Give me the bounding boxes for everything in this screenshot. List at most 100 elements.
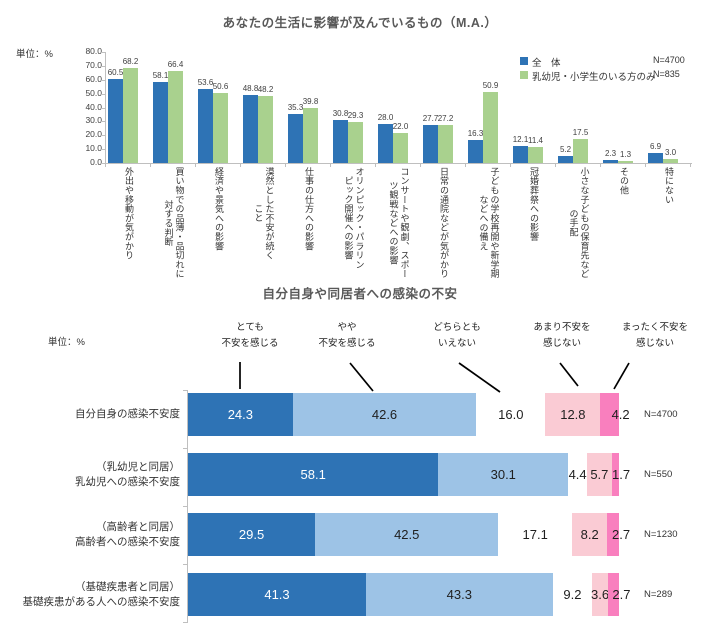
category-label: 仕事の仕方への影響: [286, 167, 331, 251]
legend-label: 全 体: [532, 58, 561, 69]
segment-value-label: 2.7: [612, 587, 631, 602]
stacked-segment: [572, 513, 608, 556]
bar: [333, 120, 348, 163]
category-label-text: 日常の通院などが気がかり: [438, 167, 449, 279]
category-label-text: 仕事の仕方への影響: [303, 167, 314, 251]
stacked-segment: [366, 573, 553, 616]
stacked-y-tick: [183, 390, 187, 391]
bar: [393, 132, 408, 163]
top-chart-title: あなたの生活に影響が及んでいるもの（M.A.）: [222, 16, 498, 30]
stacked-segment: [188, 513, 316, 556]
segment-legend-line: いえない: [437, 338, 476, 349]
y-tick: [101, 121, 105, 123]
bar-value-label: 17.5: [572, 127, 589, 137]
bar: [648, 153, 663, 163]
y-tick: [101, 107, 105, 109]
segment-value-label: 2.7: [612, 527, 631, 542]
bar-value-label: 48.2: [257, 85, 274, 95]
segment-value-label: 8.2: [580, 527, 599, 542]
segment-value-label: 42.6: [371, 407, 398, 422]
stacked-segment: [498, 513, 572, 556]
bar-value-label: 60.5: [107, 68, 124, 78]
bar: [378, 124, 393, 163]
segment-legend-line: とても: [236, 322, 264, 333]
stacked-y-axis-line: [187, 390, 188, 623]
category-label-text: その他: [618, 167, 629, 195]
top-unit-label: 単位：%: [16, 49, 53, 60]
bar-value-label: 53.6: [197, 77, 214, 87]
bar-value-label: 22.0: [392, 121, 409, 131]
n-label: N=1230: [644, 529, 678, 540]
legend-n-label: N=835: [653, 69, 680, 79]
bar-value-label: 6.9: [649, 142, 662, 152]
y-tick-label: 40.0: [85, 101, 102, 112]
segment-value-label: 41.3: [264, 587, 290, 602]
bar: [618, 161, 633, 163]
bar-value-label: 16.3: [467, 129, 484, 139]
row-label-line: （乳幼児と同居）: [96, 460, 180, 473]
stacked-segment: [545, 393, 601, 436]
segment-legend-line: 不安を感じる: [221, 338, 279, 349]
segment-value-label: 4.4: [568, 467, 587, 482]
segment-legend-line: あまり不安を: [533, 322, 591, 333]
bottom-chart-title: 自分自身や同居者への感染の不安: [262, 287, 458, 301]
bar: [603, 159, 618, 163]
y-tick: [101, 79, 105, 81]
category-label-text: 冠婚葬祭への影響: [528, 167, 539, 242]
row-label-line: 基礎疾患がある人への感染不安度: [22, 595, 181, 608]
bar-value-label: 58.1: [152, 71, 169, 81]
x-axis-line: [105, 163, 692, 164]
segment-legend-line: どちらとも: [433, 322, 481, 333]
segment-legend-line: 感じない: [542, 338, 581, 349]
leader-line: [559, 362, 579, 387]
bar: [198, 88, 213, 163]
y-tick: [101, 149, 105, 151]
y-tick: [101, 52, 105, 54]
x-tick: [240, 163, 241, 167]
bar: [438, 125, 453, 163]
row-label: （基礎疾患者と同居） 基礎疾患がある人への感染不安度: [0, 573, 181, 616]
bar-value-label: 30.8: [332, 109, 349, 119]
category-label-text: 外出や移動が気がかり: [123, 167, 134, 260]
category-label-text: 買い物での品薄・品切れに 対する判断: [163, 167, 185, 279]
x-tick: [330, 163, 331, 167]
x-tick: [285, 163, 286, 167]
x-tick: [645, 163, 646, 167]
bar: [303, 107, 318, 163]
row-label-line: 自分自身の感染不安度: [75, 408, 180, 420]
bar: [243, 95, 258, 163]
row-label-line: （基礎疾患者と同居）: [75, 580, 180, 593]
category-label-text: 漠然とした不安が続く こと: [253, 167, 275, 260]
x-tick: [510, 163, 511, 167]
x-tick: [195, 163, 196, 167]
y-tick: [101, 65, 105, 67]
segment-value-label: 24.3: [227, 407, 254, 422]
bar: [483, 92, 498, 163]
x-tick: [600, 163, 601, 167]
y-tick-label: 70.0: [85, 59, 102, 70]
category-label: 漠然とした不安が続く こと: [241, 167, 286, 260]
row-label-line: 乳幼児への感染不安度: [75, 475, 180, 488]
bar: [528, 147, 543, 163]
n-label: N=4700: [644, 409, 678, 420]
segment-value-label: 43.3: [446, 587, 472, 602]
stacked-segment: [188, 573, 366, 616]
bar: [153, 82, 168, 163]
bar: [123, 68, 138, 163]
row-label: （高齢者と同居） 高齢者への感染不安度: [0, 513, 180, 556]
stacked-segment: [592, 573, 608, 616]
segment-legend-label: まったく不安を 感じない: [595, 320, 715, 352]
x-tick: [690, 163, 691, 167]
category-label: その他: [601, 167, 646, 195]
stacked-segment: [568, 453, 588, 496]
category-label: 小さな子どもの保育先など の手配: [556, 167, 601, 279]
segment-value-label: 30.1: [490, 467, 516, 482]
category-label-text: 特にない: [663, 167, 674, 205]
row-label-line: （高齢者と同居）: [96, 520, 180, 533]
category-label: 特にない: [646, 167, 691, 204]
row-label: 自分自身の感染不安度: [0, 393, 180, 436]
bar-value-label: 27.7: [422, 113, 439, 123]
bar: [573, 138, 588, 163]
